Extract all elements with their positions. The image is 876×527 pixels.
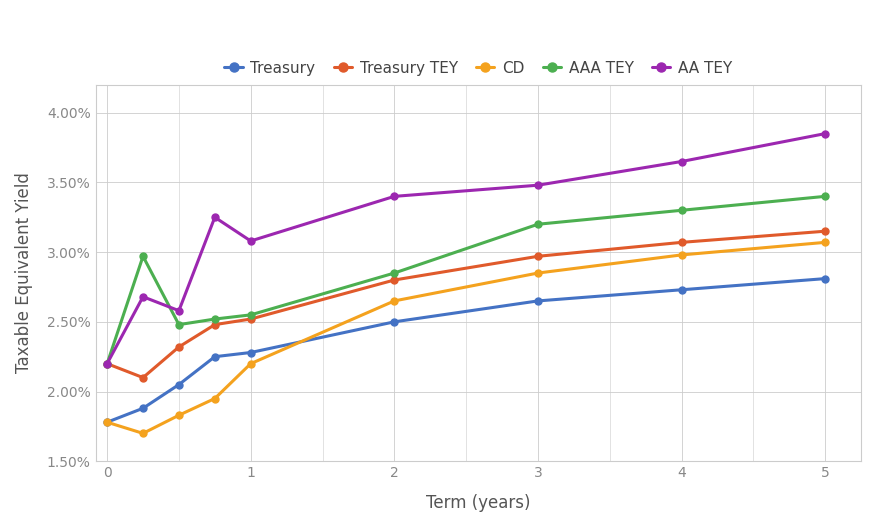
AA TEY xyxy=(676,158,687,164)
Line: Treasury: Treasury xyxy=(103,275,829,426)
Treasury xyxy=(102,419,112,425)
AAA TEY xyxy=(533,221,543,228)
AA TEY xyxy=(173,308,184,314)
AA TEY xyxy=(138,294,148,300)
Treasury xyxy=(173,382,184,388)
AA TEY xyxy=(102,360,112,367)
Treasury TEY xyxy=(389,277,399,283)
AA TEY xyxy=(209,214,220,220)
AAA TEY xyxy=(209,316,220,322)
AAA TEY xyxy=(102,360,112,367)
X-axis label: Term (years): Term (years) xyxy=(426,494,531,512)
Treasury TEY xyxy=(676,239,687,246)
Treasury xyxy=(245,349,256,356)
CD xyxy=(102,419,112,425)
Legend: Treasury, Treasury TEY, CD, AAA TEY, AA TEY: Treasury, Treasury TEY, CD, AAA TEY, AA … xyxy=(218,55,738,82)
Treasury xyxy=(820,276,830,282)
Line: CD: CD xyxy=(103,239,829,437)
CD xyxy=(533,270,543,276)
AA TEY xyxy=(820,131,830,137)
AAA TEY xyxy=(676,207,687,213)
Y-axis label: Taxable Equivalent Yield: Taxable Equivalent Yield xyxy=(15,173,33,374)
CD xyxy=(245,360,256,367)
CD xyxy=(676,252,687,258)
Treasury xyxy=(676,287,687,293)
Line: Treasury TEY: Treasury TEY xyxy=(103,228,829,381)
Treasury TEY xyxy=(820,228,830,235)
CD xyxy=(173,412,184,418)
Treasury TEY xyxy=(533,253,543,259)
Line: AA TEY: AA TEY xyxy=(103,130,829,367)
Treasury xyxy=(209,354,220,360)
Treasury TEY xyxy=(102,360,112,367)
Treasury TEY xyxy=(209,321,220,328)
CD xyxy=(209,395,220,402)
Line: AAA TEY: AAA TEY xyxy=(103,193,829,367)
AAA TEY xyxy=(245,311,256,318)
Treasury TEY xyxy=(138,375,148,381)
CD xyxy=(820,239,830,246)
AAA TEY xyxy=(173,321,184,328)
AA TEY xyxy=(533,182,543,188)
AAA TEY xyxy=(389,270,399,276)
Treasury TEY xyxy=(173,344,184,350)
AAA TEY xyxy=(138,253,148,259)
AA TEY xyxy=(245,238,256,244)
CD xyxy=(138,430,148,436)
Treasury xyxy=(533,298,543,304)
Treasury TEY xyxy=(245,316,256,322)
Treasury xyxy=(389,319,399,325)
Treasury xyxy=(138,405,148,412)
CD xyxy=(389,298,399,304)
AA TEY xyxy=(389,193,399,200)
AAA TEY xyxy=(820,193,830,200)
